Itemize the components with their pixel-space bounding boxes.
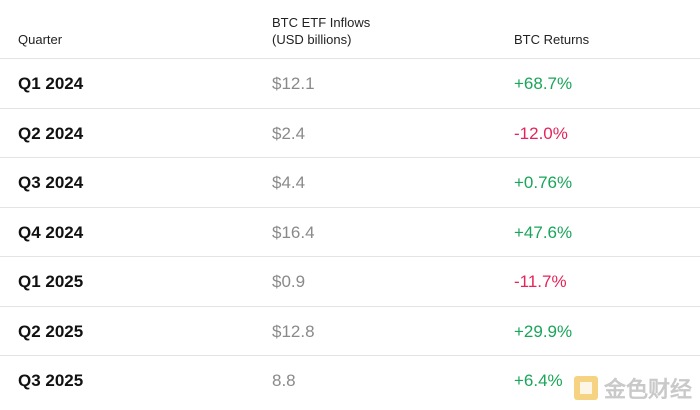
column-header-line: BTC ETF Inflows <box>272 15 371 30</box>
table-row: Q2 2024 $2.4 -12.0% <box>0 107 700 158</box>
return-cell: +68.7% <box>514 74 573 93</box>
watermark-logo <box>573 376 598 400</box>
table-row: Q3 2024 $4.4 +0.76% <box>0 157 700 207</box>
quarter-cell: Q1 2025 <box>18 272 84 291</box>
inflow-cell: $0.9 <box>272 272 306 291</box>
inflow-cell: $12.8 <box>272 321 315 341</box>
column-header: BTC ETF Inflows (USD billions) <box>272 14 370 48</box>
quarter-cell: Q3 2025 <box>18 371 84 390</box>
return-cell: -11.7% <box>514 272 567 291</box>
return-cell: +6.4% <box>514 371 563 390</box>
quarter-cell: Q4 2024 <box>18 222 84 242</box>
return-cell: +47.6% <box>514 222 573 242</box>
inflow-cell: $12.1 <box>272 74 315 93</box>
return-cell: +0.76% <box>514 173 573 192</box>
inflow-cell: $16.4 <box>272 222 315 242</box>
watermark-text: 金色财经 <box>603 378 692 403</box>
inflow-cell: $2.4 <box>272 123 306 143</box>
quarter-cell: Q2 2024 <box>18 123 84 143</box>
inflow-cell: 8.8 <box>272 371 296 390</box>
column-header: BTC Returns <box>514 31 589 48</box>
column-header: Quarter <box>18 31 62 48</box>
table-row: Q1 2024 $12.1 +68.7% <box>0 58 700 108</box>
return-cell: -12.0% <box>514 123 568 143</box>
table-row: Q1 2025 $0.9 -11.7% <box>0 256 700 306</box>
watermark: 金色财经 <box>572 372 692 404</box>
return-cell: +29.9% <box>514 321 573 341</box>
table-row: Q2 2025 $12.8 +29.9% <box>0 305 700 356</box>
column-header-line: (USD billions) <box>272 32 352 47</box>
inflow-cell: $4.4 <box>272 173 306 192</box>
table-row: Q4 2024 $16.4 +47.6% <box>0 206 700 257</box>
quarter-cell: Q1 2024 <box>18 74 84 93</box>
column-header-line: Quarter <box>18 32 63 47</box>
quarter-cell: Q2 2025 <box>18 321 84 341</box>
quarter-cell: Q3 2024 <box>18 173 84 192</box>
column-header-line: BTC Returns <box>514 32 590 47</box>
table-row: Q3 2025 8.8 +6.4% <box>0 355 700 405</box>
